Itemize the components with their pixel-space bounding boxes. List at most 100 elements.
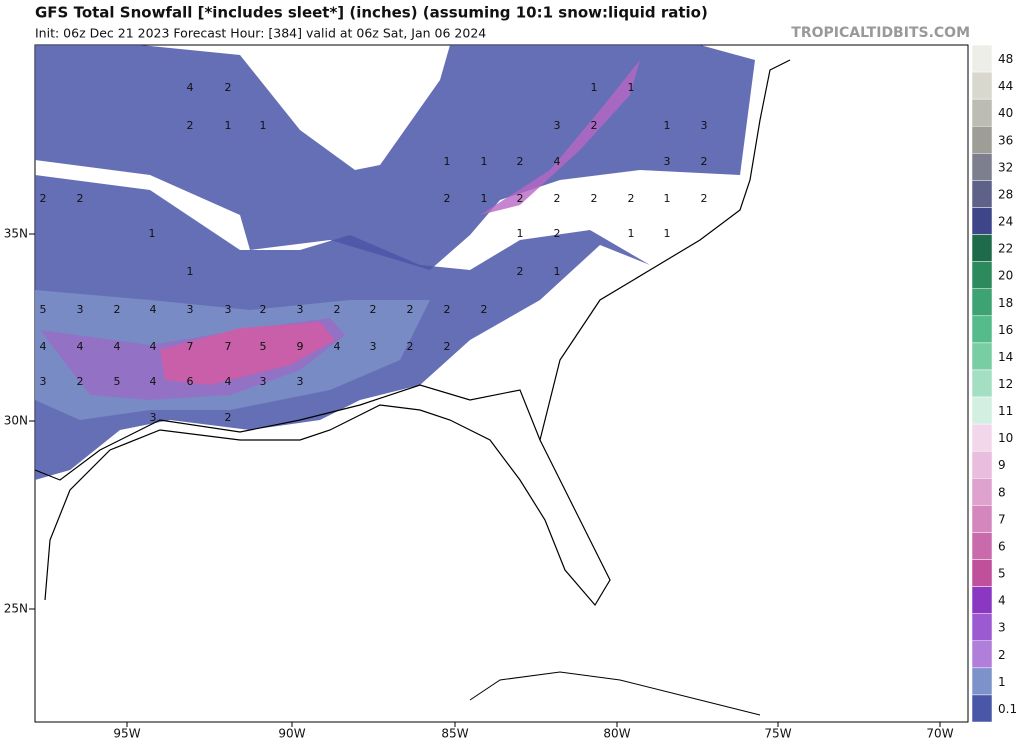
subtitle: Init: 06z Dec 21 2023 Forecast Hour: [38…: [35, 26, 486, 41]
colorbar-swatch: [971, 261, 993, 289]
colorbar-label: 40: [998, 106, 1013, 120]
snow-value-label: 3: [554, 119, 561, 132]
colorbar-swatch: [971, 71, 993, 100]
snow-value-label: 3: [701, 119, 708, 132]
colorbar-label: 12: [998, 377, 1013, 391]
colorbar-label: 24: [998, 215, 1013, 229]
snow-value-label: 2: [40, 192, 47, 205]
coastline: [469, 671, 761, 716]
colorbar-swatch: [971, 613, 993, 642]
snow-value-label: 3: [297, 375, 304, 388]
snow-value-label: 2: [554, 227, 561, 240]
colorbar: 4844403632282422201816141211109876543210…: [971, 44, 1017, 723]
snow-value-label: 1: [554, 265, 561, 278]
snow-value-label: 7: [187, 340, 194, 353]
colorbar-swatch: [971, 640, 993, 669]
snow-value-label: 4: [40, 340, 47, 353]
colorbar-label: 20: [998, 269, 1013, 283]
snow-value-label: 2: [444, 192, 451, 205]
colorbar-label: 2: [998, 648, 1006, 662]
snow-value-label: 2: [517, 155, 524, 168]
snow-value-label: 1: [664, 192, 671, 205]
snow-value-label: 1: [664, 227, 671, 240]
colorbar-label: 44: [998, 79, 1013, 93]
snow-value-label: 3: [260, 375, 267, 388]
colorbar-swatch: [971, 153, 993, 181]
colorbar-swatch: [971, 450, 993, 479]
snow-value-label: 5: [40, 303, 47, 316]
snow-value-label: 4: [225, 375, 232, 388]
colorbar-label: 14: [998, 350, 1013, 364]
snow-value-label: 4: [554, 155, 561, 168]
snow-value-label: 2: [701, 192, 708, 205]
snow-value-label: 3: [40, 375, 47, 388]
snow-value-label: 2: [554, 192, 561, 205]
snow-value-label: 1: [187, 265, 194, 278]
snow-value-label: 1: [481, 192, 488, 205]
lon-label: 80W: [603, 727, 630, 741]
colorbar-swatch: [971, 234, 993, 262]
colorbar-label: 5: [998, 567, 1006, 581]
title: GFS Total Snowfall [*includes sleet*] (i…: [35, 4, 708, 22]
colorbar-swatch: [971, 396, 993, 425]
snow-value-label: 3: [664, 155, 671, 168]
snow-value-label: 2: [444, 303, 451, 316]
colorbar-label: 16: [998, 323, 1013, 337]
snow-value-label: 1: [149, 227, 156, 240]
colorbar-swatch: [971, 315, 993, 344]
snow-value-label: 2: [628, 192, 635, 205]
snow-value-label: 2: [407, 303, 414, 316]
colorbar-label: 1: [998, 675, 1006, 689]
snow-value-label: 1: [628, 81, 635, 94]
snow-value-label: 1: [664, 119, 671, 132]
colorbar-swatch: [971, 478, 993, 506]
snow-value-label: 7: [225, 340, 232, 353]
snow-value-label: 9: [297, 340, 304, 353]
snow-value-label: 3: [297, 303, 304, 316]
snow-value-label: 2: [225, 81, 232, 94]
credit: TROPICALTIDBITS.COM: [791, 25, 970, 41]
snow-value-label: 2: [370, 303, 377, 316]
snow-value-label: 2: [444, 340, 451, 353]
map: [34, 44, 969, 723]
colorbar-label: 0.1: [998, 702, 1017, 716]
coastline: [539, 59, 791, 441]
snow-value-label: 4: [77, 340, 84, 353]
snow-value-label: 5: [260, 340, 267, 353]
colorbar-swatch: [971, 125, 993, 154]
colorbar-swatch: [971, 342, 993, 371]
colorbar-swatch: [971, 180, 993, 208]
snow-value-label: 4: [150, 340, 157, 353]
colorbar-label: 4: [998, 594, 1006, 608]
colorbar-swatch: [971, 505, 993, 533]
snow-value-label: 3: [370, 340, 377, 353]
colorbar-swatch: [971, 532, 993, 560]
snow-value-label: 4: [150, 303, 157, 316]
snow-value-label: 2: [225, 411, 232, 424]
colorbar-swatch: [971, 694, 993, 723]
lon-label: 95W: [113, 727, 140, 741]
colorbar-label: 8: [998, 485, 1006, 499]
snow-value-label: 4: [150, 375, 157, 388]
snow-value-label: 1: [517, 227, 524, 240]
snow-value-label: 1: [225, 119, 232, 132]
colorbar-label: 7: [998, 512, 1006, 526]
snow-value-label: 3: [187, 303, 194, 316]
snow-value-label: 1: [591, 81, 598, 94]
snow-value-label: 1: [260, 119, 267, 132]
coastline: [34, 384, 611, 607]
snow-value-label: 1: [481, 155, 488, 168]
snow-value-label: 2: [187, 119, 194, 132]
snow-value-label: 2: [260, 303, 267, 316]
colorbar-label: 3: [998, 621, 1006, 635]
lon-label: 90W: [278, 727, 305, 741]
lon-label: 70W: [926, 727, 953, 741]
snow-value-label: 3: [225, 303, 232, 316]
colorbar-swatch: [971, 369, 993, 398]
lat-label: 30N: [4, 414, 28, 428]
lat-label: 25N: [4, 602, 28, 616]
colorbar-label: 18: [998, 296, 1013, 310]
colorbar-swatch: [971, 44, 993, 73]
